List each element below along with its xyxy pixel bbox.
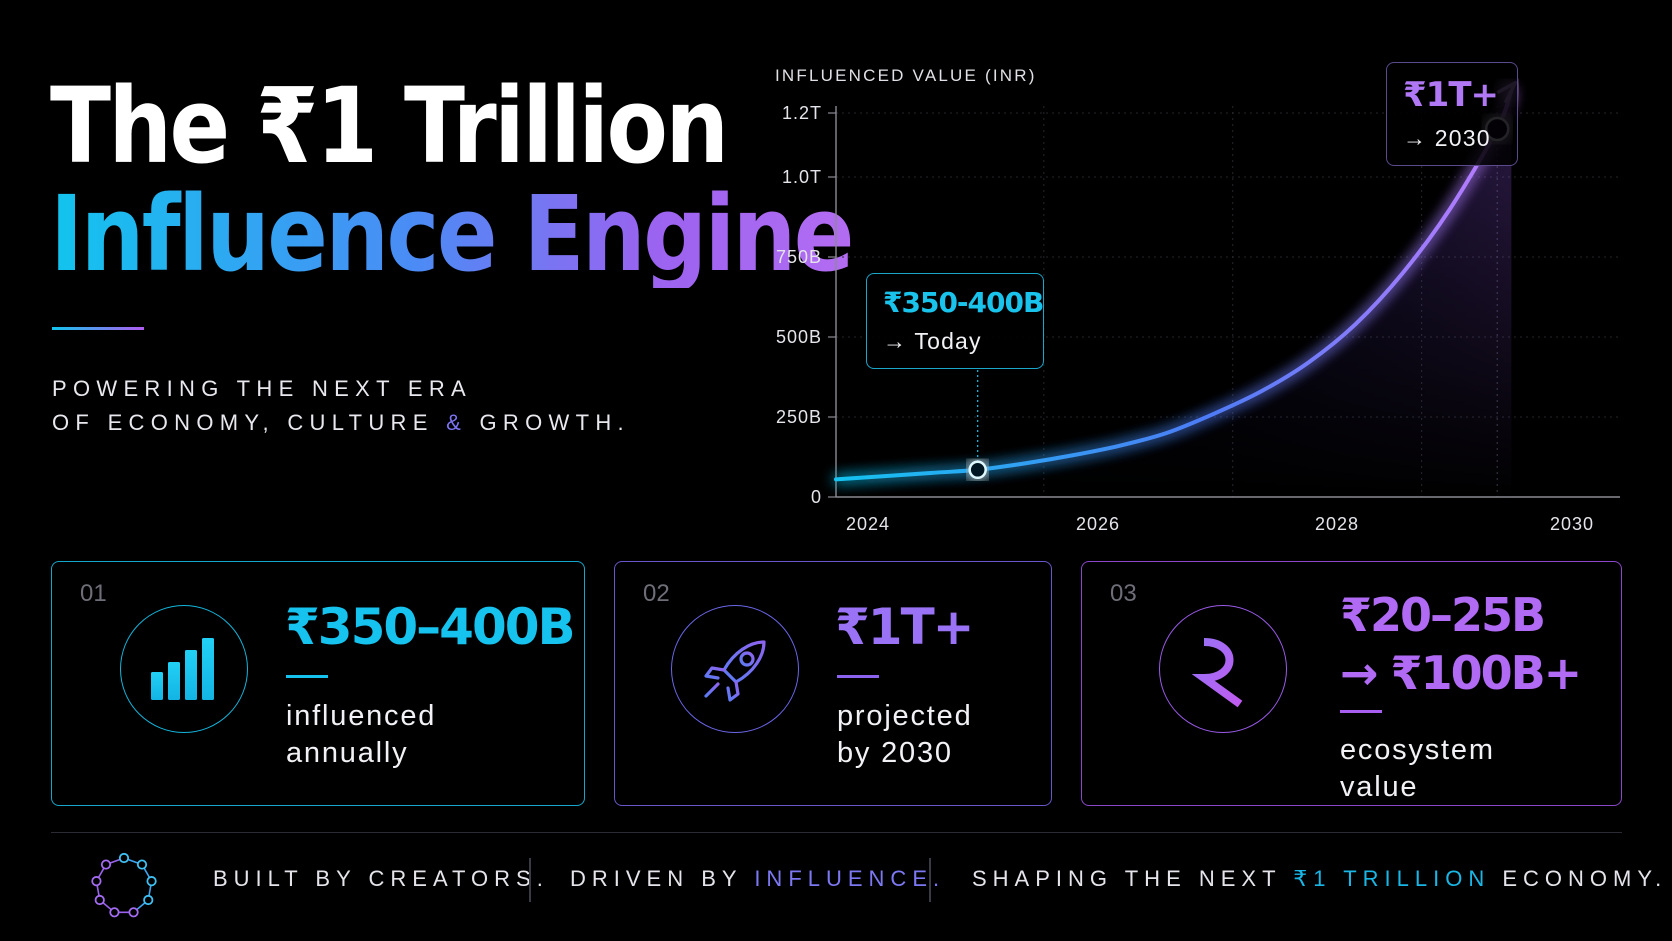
headline-line-2: Influence Engine (50, 173, 854, 295)
callout-2030-value: ₹1T+ (1403, 75, 1499, 115)
card-value: ₹20–25B → ₹100B+ (1340, 586, 1582, 702)
y-tick-label: 1.0T (782, 167, 822, 187)
card-description: projected by 2030 (837, 698, 973, 772)
callout-today: ₹350-400B → Today (866, 273, 1044, 369)
headline: The ₹1 Trillion Influence Engine (50, 65, 854, 295)
rupee-icon (1159, 605, 1287, 733)
card-value: ₹350–400B (285, 598, 576, 656)
logo-node (143, 894, 154, 906)
subtitle-ampersand: & (446, 410, 468, 435)
card-accent-rule (1340, 710, 1382, 713)
stat-card-2: 02 ₹1T+ projected by 2030 (614, 561, 1052, 806)
footer-separator (529, 858, 531, 902)
y-tick-label: 500B (776, 327, 822, 347)
callout-today-label: → Today (883, 328, 982, 354)
y-axis-ticks: 1.2T 1.0T 750B 500B 250B 0 (776, 103, 836, 507)
card-value: ₹1T+ (835, 598, 975, 656)
footer-text: DRIVEN BY (570, 866, 755, 891)
card-value-line-1: ₹20–25B (1340, 588, 1546, 642)
callout-2030-label: → 2030 (1403, 125, 1491, 151)
subtitle-line-2: OF ECONOMY, CULTURE & GROWTH. (52, 406, 630, 440)
rocket-icon (671, 605, 799, 733)
logo-node (91, 876, 102, 887)
logo-node (109, 907, 120, 918)
y-tick-label: 0 (811, 487, 822, 507)
card-accent-rule (286, 675, 328, 678)
x-tick-label: 2028 (1315, 514, 1359, 534)
title-accent-rule (52, 327, 144, 330)
callout-2030: ₹1T+ → 2030 (1386, 62, 1518, 166)
subtitle-text: OF ECONOMY, CULTURE (52, 410, 447, 435)
card-description-line-1: projected (837, 700, 973, 732)
stat-card-1: 01 ₹350–400B influenced annually (51, 561, 585, 806)
x-tick-label: 2030 (1550, 514, 1594, 534)
card-description: influenced annually (286, 698, 436, 772)
card-number: 01 (80, 580, 107, 607)
x-tick-label: 2026 (1076, 514, 1120, 534)
footer-highlight: ₹1 TRILLION (1293, 866, 1491, 891)
logo-node (128, 907, 139, 918)
card-number: 02 (643, 580, 670, 607)
card-number: 03 (1110, 580, 1137, 607)
footer-highlight: INFLUENCE. (754, 866, 946, 891)
chart-y-axis-label: INFLUENCED VALUE (INR) (775, 66, 1037, 85)
x-axis-ticks: 2024 2026 2028 2030 (846, 514, 1594, 534)
footer-tagline-1: BUILT BY CREATORS. (213, 866, 549, 891)
subtitle-line-1: POWERING THE NEXT ERA (52, 376, 472, 401)
subtitle-text-end: GROWTH. (467, 410, 630, 435)
logo-node (100, 859, 112, 870)
bar-chart-icon (120, 605, 248, 733)
logo-node (94, 894, 105, 906)
y-tick-label: 750B (776, 247, 822, 267)
callout-today-value: ₹350-400B (883, 286, 1044, 319)
card-accent-rule (837, 675, 879, 678)
y-tick-label: 1.2T (782, 103, 822, 123)
card-value-line-2: → ₹100B+ (1340, 646, 1582, 700)
card-description-line-2: annually (286, 737, 409, 769)
logo-node (136, 859, 148, 870)
footer-tagline-2: DRIVEN BY INFLUENCE. (570, 866, 945, 892)
card-description-line-1: ecosystem (1340, 734, 1495, 766)
footer-separator (929, 858, 931, 902)
footer-tagline-3: SHAPING THE NEXT ₹1 TRILLION ECONOMY. (972, 866, 1667, 892)
y-tick-label: 250B (776, 407, 822, 427)
logo-node (118, 852, 130, 864)
card-description-line-1: influenced (286, 700, 437, 732)
card-description-line-2: value (1340, 771, 1419, 803)
stat-card-3: 03 ₹20–25B → ₹100B+ ecosystem value (1081, 561, 1622, 806)
chart-area-fill (836, 90, 1512, 497)
card-description-line-2: by 2030 (837, 737, 953, 769)
logo-node (146, 876, 157, 887)
headline-line-1: The ₹1 Trillion (50, 65, 729, 187)
footer-text-end: ECONOMY. (1490, 866, 1668, 891)
subtitle: POWERING THE NEXT ERA OF ECONOMY, CULTUR… (52, 372, 630, 440)
footer-divider (51, 832, 1622, 833)
today-marker (968, 460, 987, 480)
footer-text: SHAPING THE NEXT (972, 866, 1294, 891)
network-ring-icon (91, 852, 157, 918)
card-description: ecosystem value (1340, 732, 1495, 806)
x-tick-label: 2024 (846, 514, 890, 534)
